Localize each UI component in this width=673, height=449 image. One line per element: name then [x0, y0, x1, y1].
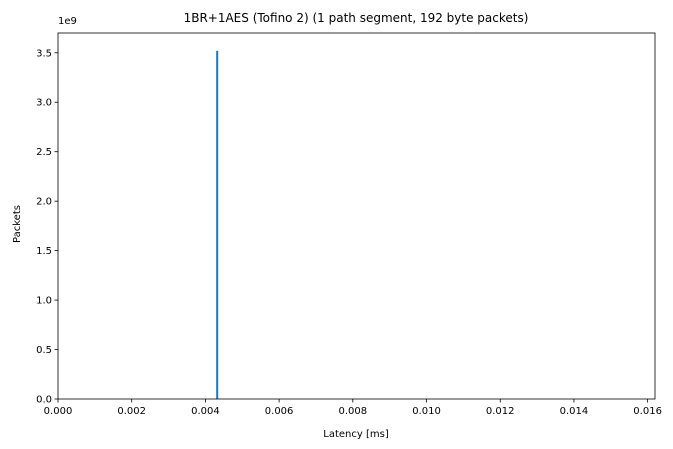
- y-axis-ticks: 0.0 0.5 1.0 1.5 2.0 2.5 3.0 3.5: [36, 48, 58, 406]
- y-tick-label: 3.0: [36, 98, 52, 109]
- x-tick-label: 0.002: [117, 406, 146, 417]
- x-tick-label: 0.014: [560, 406, 589, 417]
- x-axis-label: Latency [ms]: [323, 429, 389, 440]
- x-tick-label: 0.006: [265, 406, 294, 417]
- y-axis-label: Packets: [12, 205, 23, 243]
- y-offset-text: 1e9: [58, 16, 77, 27]
- chart-title: 1BR+1AES (Tofino 2) (1 path segment, 192…: [184, 11, 529, 25]
- y-tick-label: 3.5: [36, 48, 52, 59]
- y-tick-label: 2.5: [36, 147, 52, 158]
- y-tick-label: 2.0: [36, 197, 52, 208]
- x-tick-label: 0.016: [633, 406, 662, 417]
- y-tick-label: 1.5: [36, 246, 52, 257]
- x-tick-label: 0.004: [191, 406, 220, 417]
- x-axis-ticks: 0.000 0.002 0.004 0.006 0.008 0.010 0.012 0.014…: [44, 399, 662, 417]
- x-tick-label: 0.012: [486, 406, 515, 417]
- plot-frame: [57, 32, 656, 400]
- y-tick-label: 0.5: [36, 345, 52, 356]
- x-tick-label: 0.010: [412, 406, 441, 417]
- y-tick-label: 1.0: [36, 296, 52, 307]
- y-tick-label: 0.0: [36, 395, 52, 406]
- plot-area: [57, 32, 656, 400]
- x-tick-label: 0.008: [338, 406, 367, 417]
- bars: [216, 50, 219, 400]
- bar-0-0: [216, 50, 219, 400]
- x-tick-label: 0.000: [44, 406, 73, 417]
